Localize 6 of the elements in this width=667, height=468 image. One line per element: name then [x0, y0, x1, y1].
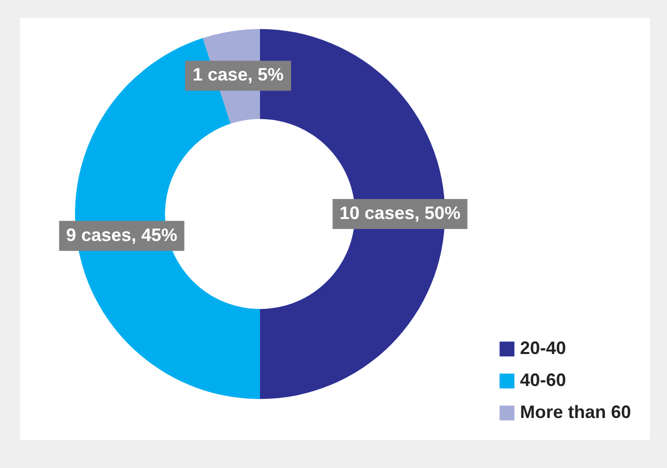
- legend-label: 40-60: [520, 370, 566, 390]
- legend-label: More than 60: [520, 402, 632, 422]
- data-label: 9 cases, 45%: [66, 224, 178, 245]
- data-label: 1 case, 5%: [192, 64, 284, 85]
- data-label: 10 cases, 50%: [339, 203, 461, 223]
- legend-label: 20-40: [520, 338, 566, 358]
